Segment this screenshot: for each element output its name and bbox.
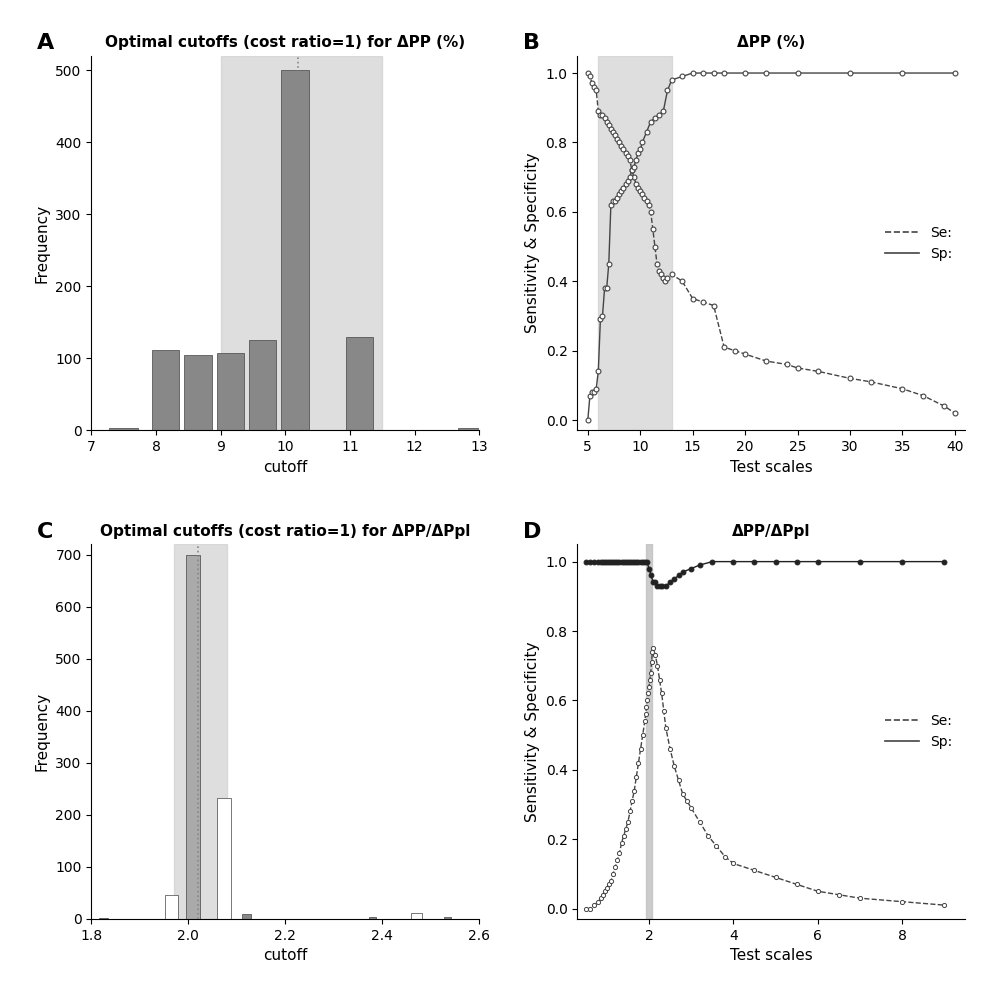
Legend: Se:, Sp:: Se:, Sp: (879, 709, 958, 754)
Text: B: B (523, 33, 540, 53)
Text: A: A (37, 33, 54, 53)
Bar (186, 555, 200, 919)
Title: ΔPP/ΔPpl: ΔPP/ΔPpl (732, 524, 811, 539)
Y-axis label: Frequency: Frequency (35, 692, 50, 771)
X-axis label: cutoff: cutoff (263, 948, 307, 963)
Y-axis label: Frequency: Frequency (35, 204, 50, 282)
Title: Optimal cutoffs (cost ratio=1) for ΔPP/ΔPpl: Optimal cutoffs (cost ratio=1) for ΔPP/Δ… (100, 524, 471, 539)
Bar (281, 70, 309, 430)
Y-axis label: Sensitivity & Specificity: Sensitivity & Specificity (525, 642, 540, 822)
Text: C: C (37, 522, 53, 542)
Bar (99, 918, 108, 919)
Title: Optimal cutoffs (cost ratio=1) for ΔPP (%): Optimal cutoffs (cost ratio=1) for ΔPP (… (105, 35, 465, 50)
Bar (217, 798, 231, 919)
Bar (221, 56, 382, 430)
Bar (152, 349, 179, 430)
Bar (444, 917, 451, 919)
Title: ΔPP (%): ΔPP (%) (737, 35, 805, 50)
X-axis label: cutoff: cutoff (263, 460, 307, 475)
Bar (184, 354, 212, 430)
Bar (458, 428, 487, 430)
X-axis label: Test scales: Test scales (730, 948, 813, 963)
Text: D: D (523, 522, 541, 542)
Bar (598, 56, 672, 430)
Bar (242, 914, 251, 919)
Bar (109, 428, 138, 430)
Legend: Se:, Sp:: Se:, Sp: (879, 220, 958, 266)
Bar (174, 544, 227, 919)
Bar (646, 544, 652, 919)
Bar (346, 336, 373, 430)
Bar (165, 894, 178, 919)
Bar (411, 913, 422, 919)
Bar (249, 340, 276, 430)
Bar (217, 353, 244, 430)
X-axis label: Test scales: Test scales (730, 460, 813, 475)
Bar (369, 917, 376, 919)
Y-axis label: Sensitivity & Specificity: Sensitivity & Specificity (525, 153, 540, 333)
